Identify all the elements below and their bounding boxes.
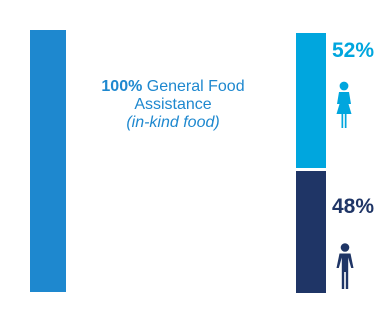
sex-breakdown-stacked-bar <box>296 33 326 293</box>
general-food-assistance-subtitle: (in-kind food) <box>126 114 220 131</box>
general-food-assistance-bar <box>30 30 66 292</box>
female-share-value: 52% <box>332 39 375 62</box>
female-person-icon <box>336 81 352 128</box>
general-food-assistance-percent: 100% <box>101 78 143 95</box>
female-share-segment <box>296 33 326 168</box>
male-person-icon <box>336 243 354 289</box>
general-food-assistance-label: 100% General Food Assistance (in-kind fo… <box>70 78 276 132</box>
male-share-segment <box>296 171 326 293</box>
general-food-assistance-title-line2: Assistance <box>134 96 212 113</box>
general-food-assistance-title: General Food <box>146 78 245 95</box>
male-share-value: 48% <box>332 195 375 218</box>
